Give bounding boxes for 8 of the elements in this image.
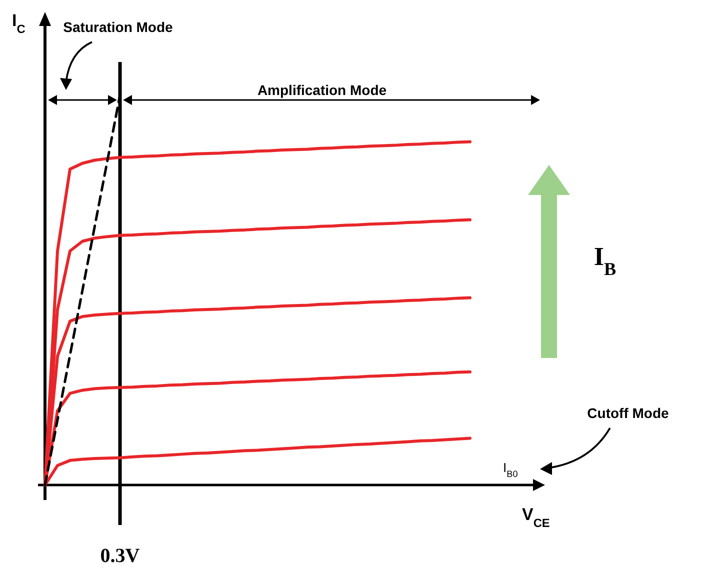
text: Saturation Mode [63,19,174,35]
x-axis-title: V$_{CE}$ [522,505,550,530]
y-axis-title: I$_{C}$ [12,11,26,36]
annotation: I$_{B0}$ [503,460,518,479]
text: I$_{B}$ [594,242,616,279]
text: 0.3V [100,545,140,567]
annotation: Amplification Mode [257,82,387,98]
text: Cutoff Mode [587,405,670,421]
